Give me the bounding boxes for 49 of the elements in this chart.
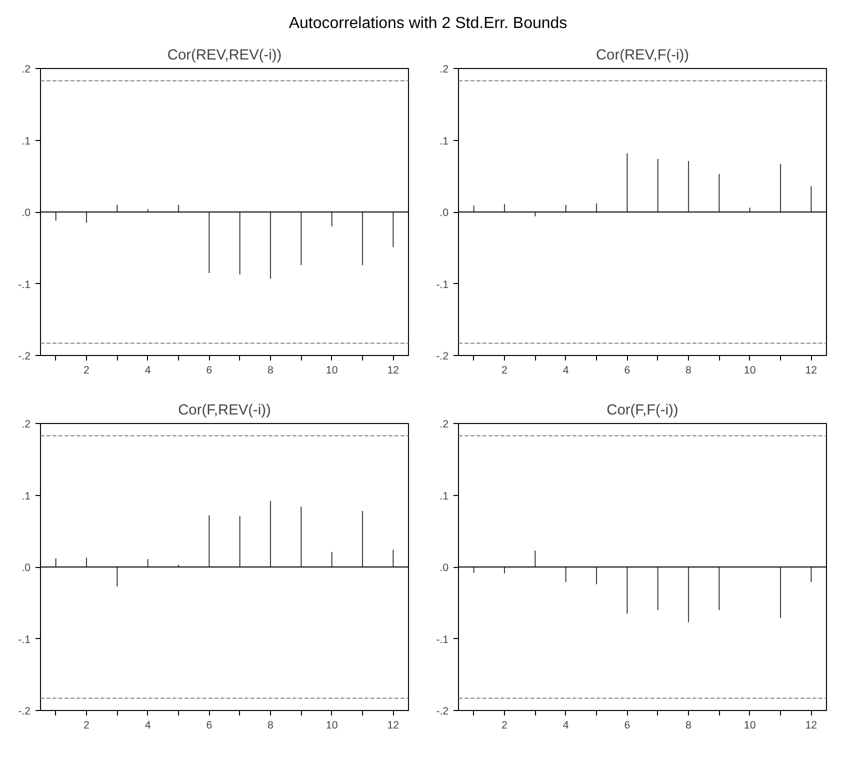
x-tick-label: 8 bbox=[686, 364, 692, 376]
x-tick-label: 8 bbox=[268, 720, 274, 732]
y-tick-label: -.2 bbox=[18, 706, 31, 718]
text: Autocorrelations with 2 Std.Err. Bounds bbox=[288, 14, 568, 34]
x-tick-label: 6 bbox=[206, 720, 212, 732]
x-tick-label: 4 bbox=[562, 720, 569, 732]
x-tick-label: 6 bbox=[624, 364, 630, 376]
x-tick-label: 6 bbox=[624, 720, 630, 732]
x-tick-label: 8 bbox=[686, 720, 692, 732]
chart-title: Cor(F,REV(-i)) bbox=[178, 402, 271, 418]
x-tick-label: 10 bbox=[744, 720, 756, 732]
x-tick-label: 10 bbox=[326, 720, 338, 732]
x-tick-label: 10 bbox=[326, 364, 338, 376]
y-tick-label: -.1 bbox=[18, 634, 31, 646]
x-tick-label: 6 bbox=[206, 364, 212, 376]
y-tick-label: .0 bbox=[440, 207, 449, 219]
chart-title: Cor(F,F(-i)) bbox=[606, 402, 678, 418]
x-tick-label: 10 bbox=[744, 364, 756, 376]
y-tick-label: .2 bbox=[22, 418, 31, 430]
y-tick-label: -.2 bbox=[436, 350, 449, 362]
x-tick-label: 12 bbox=[387, 364, 400, 376]
y-tick-label: .1 bbox=[440, 135, 449, 148]
x-tick-label: 4 bbox=[144, 364, 151, 376]
y-tick-label: -.1 bbox=[436, 634, 449, 646]
x-tick-label: 2 bbox=[502, 364, 508, 376]
y-tick-label: .0 bbox=[22, 207, 31, 219]
x-tick-label: 2 bbox=[84, 364, 90, 376]
y-tick-label: .1 bbox=[440, 490, 449, 502]
y-tick-label: .2 bbox=[440, 64, 449, 76]
chart-title: Cor(REV,REV(-i)) bbox=[167, 48, 282, 64]
y-tick-label: .1 bbox=[22, 490, 31, 502]
x-tick-label: 2 bbox=[84, 720, 90, 732]
y-tick-label: .2 bbox=[22, 64, 31, 76]
y-tick-label: .0 bbox=[22, 562, 31, 574]
x-tick-label: 12 bbox=[805, 720, 818, 732]
x-tick-label: 12 bbox=[387, 720, 400, 732]
y-tick-label: .1 bbox=[22, 135, 31, 148]
y-tick-label: -.2 bbox=[436, 706, 449, 718]
y-tick-label: -.1 bbox=[436, 278, 449, 291]
x-tick-label: 8 bbox=[268, 364, 274, 376]
y-tick-label: -.2 bbox=[18, 350, 31, 362]
y-tick-label: .2 bbox=[440, 418, 449, 430]
y-tick-label: -.1 bbox=[18, 278, 31, 291]
x-tick-label: 4 bbox=[144, 720, 151, 732]
x-tick-label: 12 bbox=[805, 364, 818, 376]
x-tick-label: 4 bbox=[562, 364, 569, 376]
y-tick-label: .0 bbox=[440, 562, 449, 574]
chart-title: Cor(REV,F(-i)) bbox=[596, 48, 690, 64]
x-tick-label: 2 bbox=[502, 720, 508, 732]
